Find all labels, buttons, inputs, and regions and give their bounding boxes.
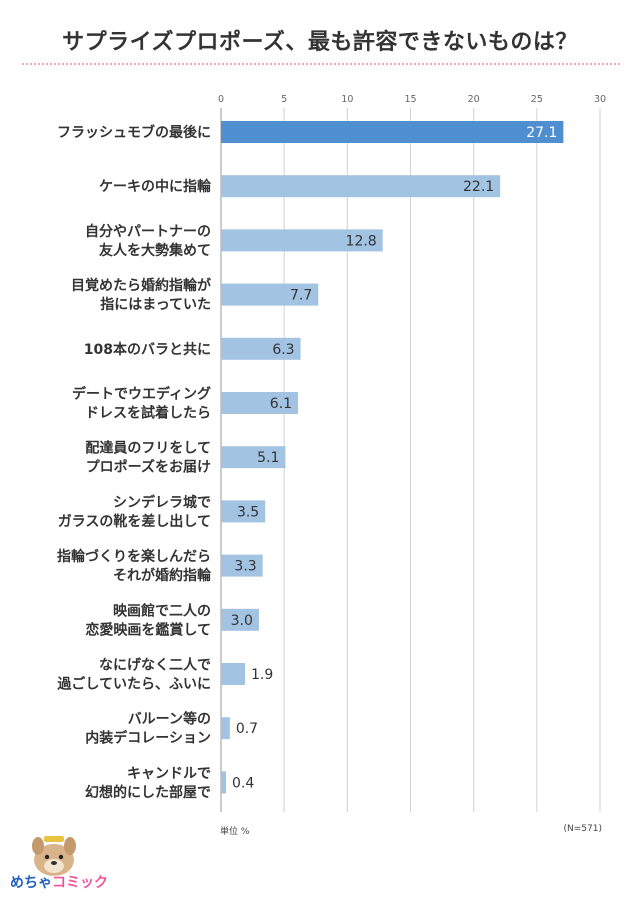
bar-value-label: 22.1 bbox=[463, 179, 494, 195]
category-label: 映画館で二人の bbox=[113, 602, 211, 619]
bar bbox=[221, 500, 266, 523]
unit-label: 単位 % bbox=[220, 827, 250, 837]
category-label: バルーン等の bbox=[128, 711, 211, 728]
logo-text-part1: めちゃ bbox=[10, 875, 52, 891]
bar bbox=[221, 229, 383, 252]
x-tick-label: 15 bbox=[404, 94, 416, 105]
category-label: キャンドルで bbox=[127, 766, 211, 782]
x-tick-label: 0 bbox=[218, 94, 224, 105]
sample-size-label: (N=571) bbox=[563, 824, 602, 834]
category-label: 指輪づくりを楽しんだら bbox=[57, 548, 211, 565]
x-tick-label: 20 bbox=[468, 94, 480, 105]
mechacomic-logo: めちゃコミック bbox=[10, 830, 110, 896]
x-tick-label: 10 bbox=[341, 94, 353, 105]
bar-value-label: 27.1 bbox=[526, 125, 557, 141]
category-label: シンデレラ城で bbox=[113, 494, 211, 511]
bar-value-label: 5.1 bbox=[257, 450, 279, 466]
bar-value-label: 3.0 bbox=[231, 613, 253, 629]
bar bbox=[221, 337, 301, 360]
bar bbox=[221, 121, 564, 143]
chart-title: サプライズプロポーズ、最も許容できないものは？ bbox=[62, 30, 578, 55]
bar-value-label: 6.3 bbox=[272, 342, 294, 358]
category-label: 配達員のフリをして bbox=[85, 440, 211, 457]
category-label: ドレスを試着したら bbox=[85, 405, 211, 422]
bar bbox=[221, 392, 299, 414]
bar-value-label: 12.8 bbox=[346, 233, 377, 249]
bar-value-label: 7.7 bbox=[290, 288, 312, 304]
bar bbox=[221, 608, 259, 631]
bar-value-label: 6.1 bbox=[270, 396, 292, 412]
bar bbox=[221, 717, 230, 740]
bar bbox=[221, 554, 263, 577]
bar bbox=[221, 446, 286, 469]
category-label: デートでウエディング bbox=[72, 386, 211, 403]
bar-value-label: 3.3 bbox=[234, 559, 256, 575]
bar bbox=[221, 175, 501, 198]
bar bbox=[221, 663, 246, 685]
category-label: フラッシュモブの最後に bbox=[57, 124, 211, 141]
bar-value-label: 0.7 bbox=[236, 721, 258, 737]
logo-wordmark: めちゃコミック bbox=[10, 872, 108, 892]
category-label: 幻想的にした部屋で bbox=[85, 784, 211, 801]
category-label: 友人を大勢集めて bbox=[99, 242, 211, 259]
title-divider bbox=[22, 63, 620, 65]
category-label: プロポーズをお届け bbox=[86, 459, 211, 476]
category-label: 過ごしていたら、ふいに bbox=[56, 676, 211, 693]
category-label: それが婚約指輪 bbox=[113, 567, 212, 584]
bar-value-label: 0.4 bbox=[232, 775, 254, 791]
category-label: ガラスの靴を差し出して bbox=[58, 513, 211, 530]
bar-value-label: 3.5 bbox=[237, 504, 259, 520]
x-tick-label: 25 bbox=[531, 94, 543, 105]
dog-mascot-icon bbox=[32, 836, 76, 876]
category-label: なにげなく二人で bbox=[99, 657, 211, 674]
category-label: 目覚めたら婚約指輪が bbox=[71, 277, 212, 294]
category-label: ケーキの中に指輪 bbox=[99, 178, 212, 195]
logo-text-part2: コミック bbox=[52, 875, 108, 891]
category-label: 108本のバラと共に bbox=[84, 341, 211, 358]
bar bbox=[221, 771, 227, 794]
category-label: 恋愛映画を鑑賞して bbox=[85, 621, 211, 638]
category-label: 内装デコレーション bbox=[85, 730, 211, 747]
x-tick-label: 5 bbox=[281, 94, 287, 105]
bar-value-label: 1.9 bbox=[251, 667, 273, 683]
category-label: 指にはまっていた bbox=[100, 296, 211, 313]
category-label: 自分やパートナーの bbox=[85, 223, 211, 240]
x-tick-label: 30 bbox=[594, 94, 606, 105]
bar bbox=[221, 283, 319, 306]
